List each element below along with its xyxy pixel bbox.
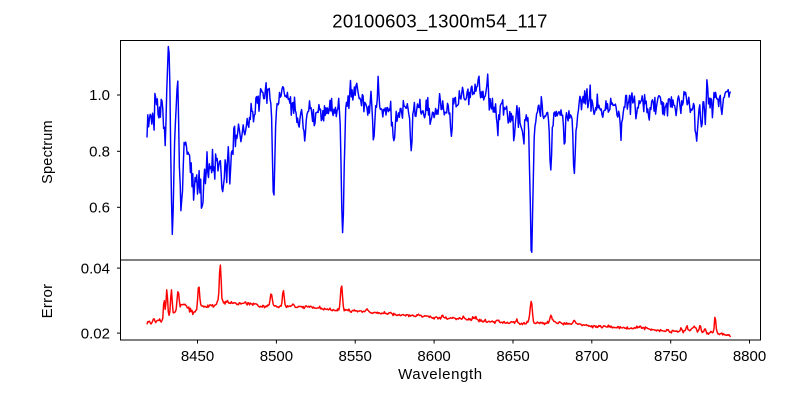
svg-text:0.02: 0.02 <box>81 325 110 342</box>
svg-text:8650: 8650 <box>496 348 529 365</box>
svg-text:8700: 8700 <box>575 348 608 365</box>
svg-text:8450: 8450 <box>181 348 214 365</box>
svg-text:8550: 8550 <box>339 348 372 365</box>
svg-text:0.8: 0.8 <box>89 144 110 161</box>
svg-text:8750: 8750 <box>654 348 687 365</box>
svg-text:0.6: 0.6 <box>89 200 110 217</box>
svg-text:Spectrum: Spectrum <box>40 120 56 184</box>
svg-text:20100603_1300m54_117: 20100603_1300m54_117 <box>332 11 548 33</box>
svg-text:0.04: 0.04 <box>81 260 110 277</box>
svg-text:Error: Error <box>39 284 56 319</box>
svg-text:1.0: 1.0 <box>89 87 110 104</box>
svg-text:8600: 8600 <box>417 348 450 365</box>
svg-text:Wavelength: Wavelength <box>398 366 483 383</box>
svg-text:8500: 8500 <box>260 348 293 365</box>
svg-text:8800: 8800 <box>733 348 766 365</box>
